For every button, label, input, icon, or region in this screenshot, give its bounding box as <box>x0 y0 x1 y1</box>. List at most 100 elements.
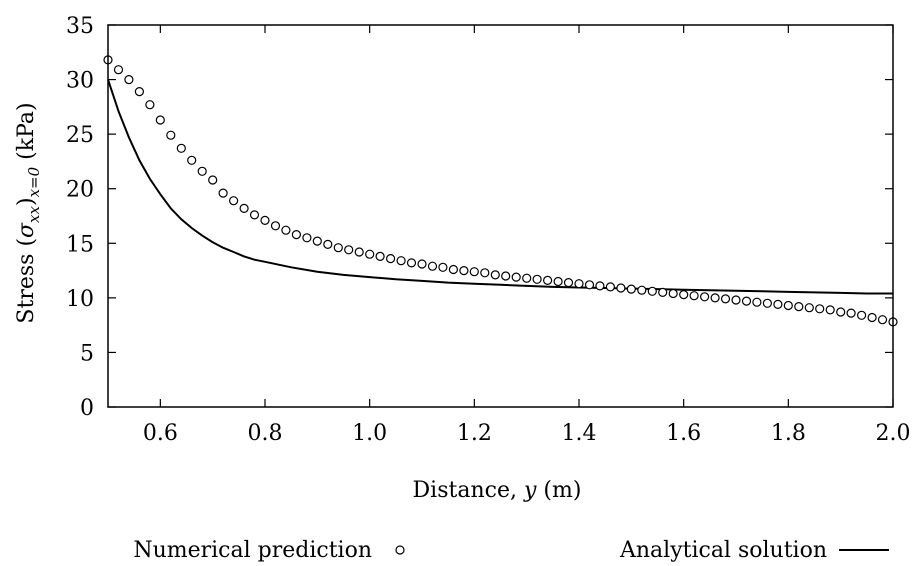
numerical-prediction-point <box>595 281 605 291</box>
x-tick-label: 0.6 <box>143 421 178 446</box>
y-tick-label: 5 <box>80 341 94 366</box>
plot-frame <box>107 24 894 408</box>
x-tick-label: 1.2 <box>457 421 492 446</box>
y-tick-label: 15 <box>66 232 94 257</box>
numerical-prediction-point <box>145 100 155 110</box>
numerical-prediction-point <box>365 249 375 259</box>
numerical-prediction-point <box>741 296 752 306</box>
numerical-prediction-point <box>291 230 301 240</box>
numerical-prediction-point <box>584 280 595 290</box>
numerical-prediction-point <box>501 271 511 281</box>
y-tick-label: 35 <box>66 14 94 39</box>
numerical-prediction-point <box>134 86 144 97</box>
y-axis-label: Stress (σxx)x=0 (kPa) <box>14 102 43 323</box>
y-tick-label: 10 <box>66 287 94 312</box>
numerical-prediction-point <box>689 291 699 301</box>
legend: Numerical prediction Analytical solution <box>133 538 889 563</box>
numerical-prediction-point <box>396 256 406 266</box>
numerical-prediction-point <box>480 268 490 278</box>
numerical-prediction-point <box>249 210 260 220</box>
y-tick-label: 30 <box>66 69 94 94</box>
numerical-prediction-point <box>877 315 888 325</box>
numerical-prediction-point <box>752 297 762 307</box>
x-tick-label: 1.6 <box>666 421 701 446</box>
x-tick-label: 2.0 <box>876 421 911 446</box>
legend-label-numerical: Numerical prediction <box>133 538 372 563</box>
x-tick-label: 1.0 <box>352 421 387 446</box>
legend-marker-numerical <box>395 545 405 555</box>
numerical-prediction-point <box>647 286 657 296</box>
numerical-prediction-point <box>731 295 741 305</box>
numerical-prediction-point <box>804 303 814 313</box>
numerical-prediction-point <box>417 259 427 269</box>
numerical-prediction-point <box>218 188 228 198</box>
numerical-prediction-point <box>511 272 521 282</box>
numerical-prediction-point <box>459 266 469 276</box>
numerical-prediction-point <box>762 298 773 308</box>
numerical-prediction-point <box>375 251 385 261</box>
x-tick-label: 0.8 <box>248 421 283 446</box>
numerical-prediction-point <box>699 292 710 302</box>
y-axis: 0 5 10 15 20 25 30 35 <box>66 14 893 421</box>
numerical-prediction-point <box>427 261 438 271</box>
numerical-prediction-point <box>626 284 636 294</box>
numerical-prediction-point <box>260 215 270 225</box>
numerical-prediction-point <box>532 274 542 284</box>
numerical-prediction-point <box>815 304 825 314</box>
numerical-prediction-point <box>448 264 458 275</box>
numerical-prediction-point <box>710 293 720 303</box>
analytical-solution-line <box>107 79 893 295</box>
numerical-prediction-point <box>281 225 291 235</box>
x-tick-label: 1.8 <box>771 421 806 446</box>
numerical-prediction-point <box>208 175 218 185</box>
numerical-prediction-point <box>783 300 793 311</box>
numerical-prediction-point <box>856 310 867 320</box>
numerical-prediction-point <box>229 196 239 206</box>
numerical-prediction-point <box>825 305 835 315</box>
numerical-prediction-point <box>553 276 563 287</box>
plot-marks <box>103 55 898 327</box>
numerical-prediction-point <box>679 290 689 300</box>
y-tick-label: 25 <box>66 123 94 148</box>
numerical-prediction-point <box>574 279 584 289</box>
numerical-prediction-point <box>794 302 804 312</box>
numerical-prediction-point <box>720 294 731 304</box>
numerical-prediction-point <box>197 166 207 176</box>
numerical-prediction-point <box>166 130 176 140</box>
numerical-prediction-point <box>302 233 312 243</box>
numerical-prediction-point <box>113 65 124 75</box>
numerical-prediction-point <box>344 245 354 255</box>
numerical-prediction-point <box>846 308 856 318</box>
numerical-prediction-point <box>438 262 448 272</box>
numerical-prediction-point <box>522 273 532 283</box>
legend-label-analytical: Analytical solution <box>619 538 827 563</box>
x-axis-label: Distance, y (m) <box>413 478 582 503</box>
numerical-prediction-point <box>836 307 846 317</box>
numerical-prediction-point <box>176 143 186 153</box>
numerical-prediction-point <box>658 287 668 297</box>
x-axis: 0.6 0.8 1.0 1.2 1.4 1.6 1.8 2.0 <box>143 25 911 446</box>
numerical-prediction-point <box>270 221 281 231</box>
numerical-prediction-point <box>542 275 553 285</box>
numerical-prediction-point <box>354 247 364 257</box>
numerical-prediction-point <box>312 236 322 246</box>
numerical-prediction-point <box>637 285 647 295</box>
numerical-prediction-point <box>773 299 783 309</box>
numerical-prediction-point <box>616 283 626 293</box>
numerical-prediction-point <box>867 312 877 323</box>
numerical-prediction-point <box>323 239 333 249</box>
numerical-prediction-point <box>406 258 417 268</box>
y-tick-label: 20 <box>66 178 94 203</box>
numerical-prediction-point <box>668 288 678 299</box>
numerical-prediction-point <box>187 155 197 165</box>
numerical-prediction-point <box>605 282 616 292</box>
numerical-prediction-point <box>469 267 479 277</box>
y-tick-label: 0 <box>80 396 94 421</box>
numerical-prediction-point <box>490 270 500 280</box>
numerical-prediction-point <box>563 278 574 288</box>
numerical-prediction-point <box>386 254 396 264</box>
numerical-prediction-point <box>239 203 249 213</box>
numerical-prediction-point <box>155 115 165 125</box>
